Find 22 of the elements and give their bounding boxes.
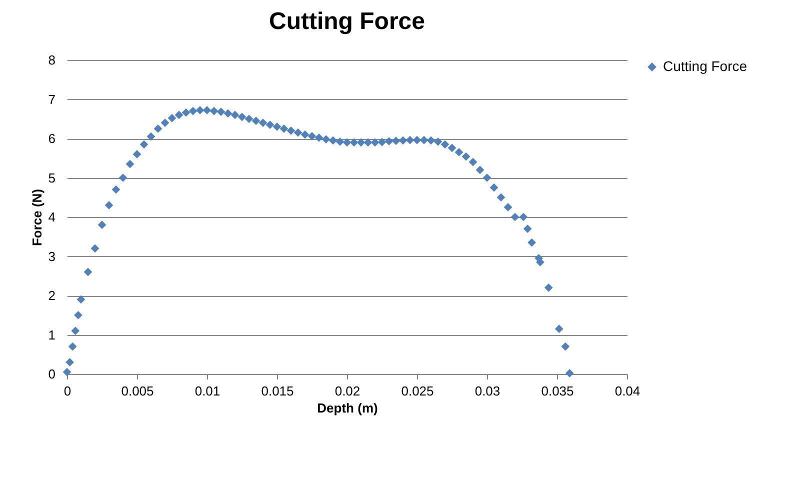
y-tick-label: 8 — [48, 52, 56, 68]
x-tick-label: 0.03 — [474, 384, 500, 398]
x-tick-label: 0.015 — [261, 384, 294, 398]
y-tick-label: 2 — [48, 288, 56, 303]
x-tick-label: 0.035 — [541, 384, 574, 398]
y-tick-label: 6 — [48, 131, 56, 146]
y-tick-label: 4 — [48, 210, 56, 224]
y-axis-title: Force (N) — [29, 188, 44, 246]
y-tick-label: 5 — [48, 170, 56, 186]
x-axis-title: Depth (m) — [317, 400, 378, 416]
legend-label: Cutting Force — [663, 58, 748, 74]
x-tick-label: 0.005 — [121, 384, 154, 398]
y-tick-label: 3 — [48, 248, 56, 264]
x-tick-label: 0.04 — [614, 384, 640, 398]
y-tick-label: 1 — [48, 327, 56, 342]
y-tick-label: 7 — [48, 92, 56, 107]
y-tick-label: 0 — [48, 366, 56, 382]
x-tick-label: 0.02 — [334, 384, 360, 398]
chart-title: Cutting Force — [269, 8, 425, 35]
x-tick-label: 0.025 — [401, 384, 434, 398]
x-tick-label: 0 — [64, 384, 72, 398]
x-tick-label: 0.01 — [194, 384, 220, 398]
